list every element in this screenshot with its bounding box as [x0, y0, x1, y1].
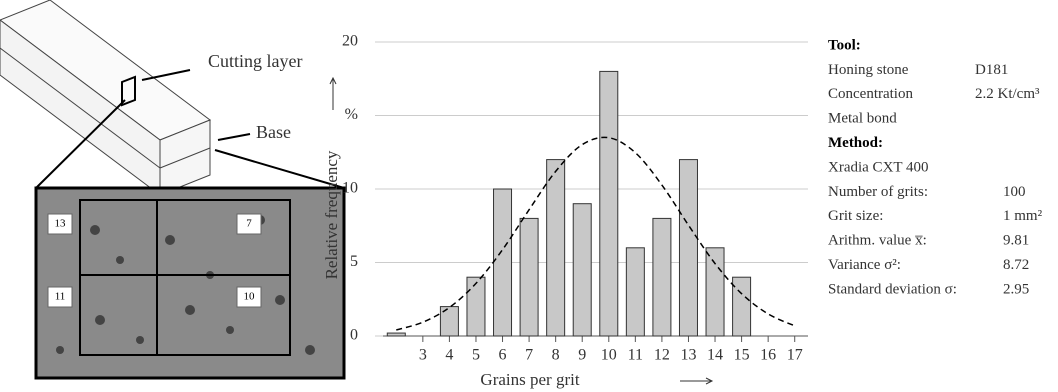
- bar: [573, 204, 591, 336]
- info-label: Concentration: [828, 86, 913, 102]
- y-tick-label: 20: [342, 33, 358, 50]
- prism: [0, 0, 344, 195]
- info-value: 2.2 Kt/cm³: [975, 86, 1040, 102]
- bar: [387, 333, 405, 336]
- info-table: Tool: Honing stone D181 Concentration 2.2 Kt…: [828, 37, 1043, 297]
- x-tick-label: 17: [787, 347, 803, 364]
- info-label: Grit size:: [828, 208, 883, 224]
- bar: [679, 160, 697, 336]
- y-tick-label: 10: [342, 180, 358, 197]
- cell-number: 7: [246, 218, 252, 230]
- info-label: Xradia CXT 400: [828, 159, 929, 175]
- bar: [467, 277, 485, 336]
- bar: [520, 218, 538, 336]
- bar: [547, 160, 565, 336]
- x-tick-label: 5: [472, 347, 480, 364]
- info-value: 8.72: [1003, 257, 1029, 273]
- info-value: D181: [975, 62, 1008, 78]
- x-tick-label: 13: [680, 347, 696, 364]
- info-heading: Method:: [828, 135, 883, 151]
- x-tick-label: 11: [628, 347, 643, 364]
- micrograph: [36, 188, 344, 378]
- y-tick-label: 5: [350, 253, 358, 270]
- x-tick-label: 12: [654, 347, 670, 364]
- y-axis-label: Relative frequency: [322, 150, 341, 279]
- y-tick-label: %: [345, 106, 358, 123]
- info-value: 9.81: [1003, 233, 1029, 249]
- info-value: 2.95: [1003, 281, 1029, 297]
- info-heading: Tool:: [828, 37, 861, 53]
- info-label: Metal bond: [828, 111, 897, 127]
- info-label: Variance σ²:: [828, 257, 901, 273]
- info-label: Honing stone: [828, 62, 909, 78]
- y-tick-label: 0: [350, 327, 358, 344]
- bar: [626, 248, 644, 336]
- bar: [600, 71, 618, 336]
- x-tick-label: 8: [552, 347, 560, 364]
- x-tick-label: 9: [578, 347, 586, 364]
- info-value: 100: [1003, 184, 1026, 200]
- info-label: Standard deviation σ:: [828, 281, 957, 297]
- bar: [733, 277, 751, 336]
- x-tick-label: 6: [499, 347, 507, 364]
- x-tick-label: 14: [707, 347, 723, 364]
- x-tick-label: 16: [760, 347, 776, 364]
- x-tick-label: 10: [601, 347, 617, 364]
- x-axis-label: Grains per grit: [480, 370, 579, 389]
- bar: [653, 218, 671, 336]
- y-arrow: [330, 78, 336, 110]
- info-label: Number of grits:: [828, 184, 928, 200]
- bar: [706, 248, 724, 336]
- cell-number: 11: [55, 291, 66, 303]
- figure: Tool: Honing stone D181 Concentration 2.2 Kt…: [0, 0, 1058, 392]
- diagram-label: Base: [256, 122, 291, 142]
- x-tick-label: 7: [525, 347, 533, 364]
- x-arrow: [680, 378, 712, 384]
- x-tick-label: 15: [734, 347, 750, 364]
- x-tick-label: 3: [419, 347, 427, 364]
- diagram-label: Cutting layer: [208, 51, 302, 71]
- cell-number: 13: [55, 218, 67, 230]
- info-label: Arithm. value x̅:: [828, 233, 927, 249]
- info-value: 1 mm²: [1003, 208, 1043, 224]
- cell-number: 10: [244, 291, 256, 303]
- x-tick-label: 4: [445, 347, 453, 364]
- bar: [494, 189, 512, 336]
